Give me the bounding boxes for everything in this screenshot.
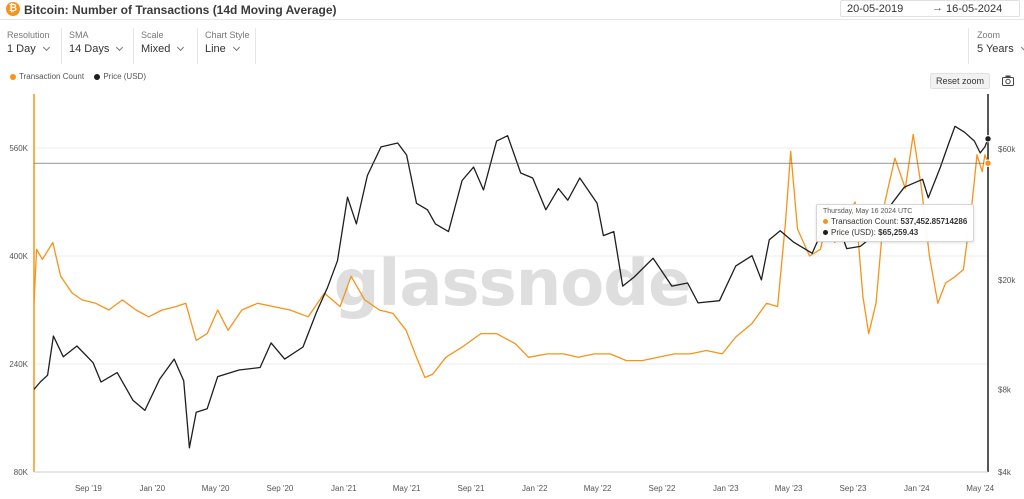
legend-label-transaction-count: Transaction Count	[19, 72, 85, 81]
left-axis-tick-label: 560K	[9, 144, 28, 153]
zoom-value: 5 Years	[977, 43, 1014, 55]
right-axis-tick-label: $20k	[998, 276, 1016, 285]
tooltip-tx-label: Transaction Count:	[831, 217, 899, 226]
hover-point-price	[984, 135, 992, 143]
chart-tooltip: Thursday, May 16 2024 UTC Transaction Co…	[816, 204, 974, 242]
tooltip-row-transaction-count: Transaction Count: 537,452.85714286	[823, 217, 967, 226]
sma-label: SMA	[69, 30, 89, 40]
header-bar: ₿ Bitcoin: Number of Transactions (14d M…	[0, 0, 1024, 20]
chart-style-value: Line	[205, 43, 226, 55]
tooltip-date: Thursday, May 16 2024 UTC	[823, 208, 913, 215]
x-axis-tick-label: Sep '19	[75, 484, 102, 493]
right-axis-tick-label: $60k	[998, 145, 1016, 154]
tooltip-price-value: $65,259.43	[878, 228, 919, 237]
x-axis-tick-label: Sep '21	[458, 484, 485, 493]
legend-label-price: Price (USD)	[103, 72, 146, 81]
left-axis-tick-label: 80K	[14, 468, 29, 477]
zoom-label: Zoom	[977, 30, 1001, 40]
bitcoin-icon: ₿	[6, 2, 20, 16]
scale-label: Scale	[141, 30, 164, 40]
legend-swatch-price	[94, 73, 101, 80]
x-axis-tick-label: May '24	[966, 484, 994, 493]
page-title: Bitcoin: Number of Transactions (14d Mov…	[24, 3, 337, 17]
resolution-label: Resolution	[7, 30, 50, 40]
x-axis-tick-label: Jan '24	[904, 484, 930, 493]
tooltip-row-price: Price (USD): $65,259.43	[823, 228, 967, 237]
legend-item-transaction-count[interactable]: Transaction Count	[10, 72, 84, 81]
x-axis-tick-label: Jan '20	[139, 484, 165, 493]
x-axis-tick-label: May '22	[584, 484, 612, 493]
date-to-field[interactable]: 16-05-2024	[946, 3, 1003, 15]
series-line-price	[33, 125, 989, 449]
x-axis-tick-label: May '23	[775, 484, 803, 493]
x-axis-tick-label: Jan '23	[713, 484, 739, 493]
x-axis-tick-label: Sep '23	[840, 484, 867, 493]
zoom-select[interactable]: Zoom 5 Years	[968, 28, 1024, 64]
watermark-text: glassnode	[334, 247, 691, 321]
x-axis-tick-label: Sep '22	[649, 484, 676, 493]
legend-item-price[interactable]: Price (USD)	[94, 72, 146, 81]
hover-point-transaction-count	[984, 159, 992, 167]
x-axis-tick-label: Jan '22	[522, 484, 548, 493]
scale-select[interactable]: Scale Mixed	[134, 28, 198, 64]
chart-style-select[interactable]: Chart Style Line	[198, 28, 256, 64]
x-axis-tick-label: Sep '20	[267, 484, 294, 493]
left-axis-tick-label: 240K	[9, 360, 28, 369]
camera-icon[interactable]	[1002, 75, 1014, 86]
resolution-select[interactable]: Resolution 1 Day	[0, 28, 62, 64]
tooltip-price-label: Price (USD):	[831, 228, 876, 237]
x-axis-tick-label: May '20	[202, 484, 230, 493]
x-axis-tick-label: May '21	[393, 484, 421, 493]
date-range-picker[interactable]: 20-05-2019 → 16-05-2024	[840, 0, 1020, 17]
sma-value: 14 Days	[69, 43, 110, 55]
chart-style-label: Chart Style	[205, 30, 250, 40]
chart-legend: Transaction Count Price (USD)	[10, 72, 154, 81]
date-arrow-icon: →	[932, 2, 943, 14]
x-axis-tick-label: Jan '21	[331, 484, 357, 493]
legend-swatch-transaction-count	[10, 73, 16, 80]
tooltip-swatch-price	[823, 230, 828, 236]
resolution-value: 1 Day	[7, 43, 36, 55]
date-from-field[interactable]: 20-05-2019	[847, 3, 904, 15]
tooltip-tx-value: 537,452.85714286	[900, 217, 968, 226]
scale-value: Mixed	[141, 43, 171, 55]
left-axis-tick-label: 400K	[9, 252, 28, 261]
chart-controls: Resolution 1 Day SMA 14 Days Scale Mixed…	[0, 28, 1024, 64]
sma-select[interactable]: SMA 14 Days	[62, 28, 134, 64]
series-line-transaction-count	[33, 133, 989, 379]
reset-zoom-button[interactable]: Reset zoom	[930, 73, 990, 89]
right-axis-tick-label: $8k	[998, 385, 1012, 394]
right-axis-tick-label: $4k	[998, 468, 1012, 477]
tooltip-swatch-transaction-count	[823, 219, 828, 225]
